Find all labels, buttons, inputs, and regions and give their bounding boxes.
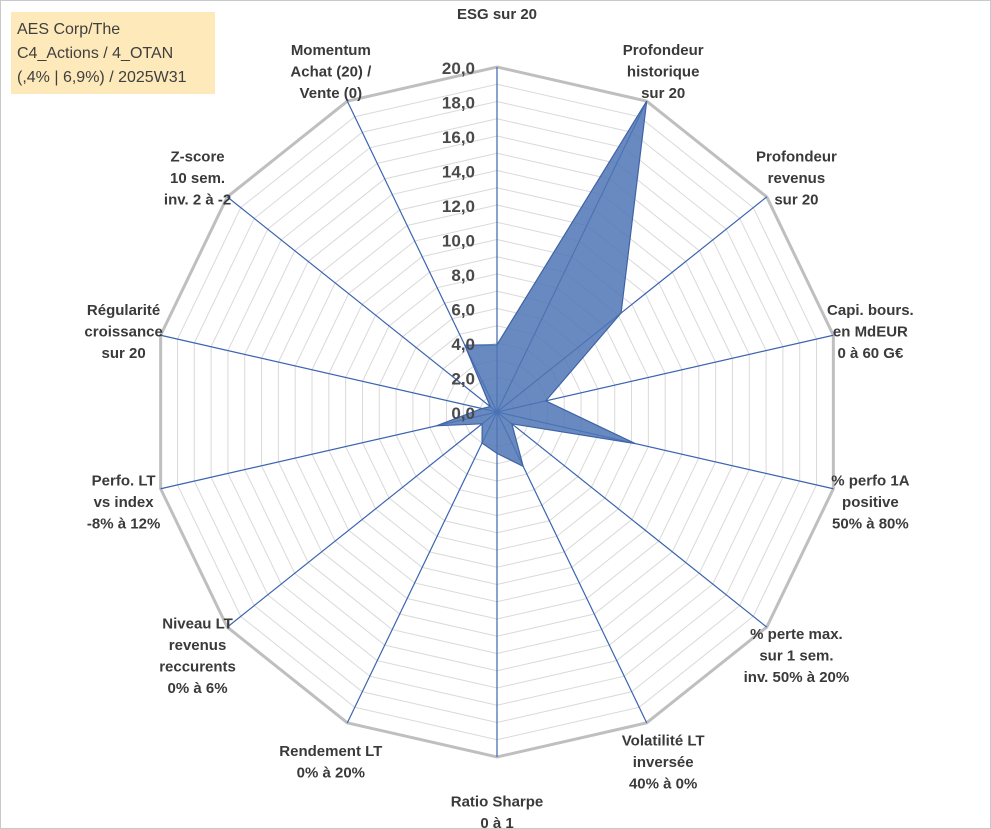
tick-label-0: 0,0 bbox=[451, 404, 475, 423]
axis-label-13: Z-score 10 sem. inv. 2 à -2 bbox=[164, 148, 231, 208]
axis-label-13-line-2: 10 sem. bbox=[170, 170, 225, 187]
tick-label-2: 4,0 bbox=[451, 335, 475, 354]
spoke-6 bbox=[496, 411, 768, 628]
axis-label-2-line-3: sur 20 bbox=[641, 85, 685, 102]
axis-label-8-line-2: 0 à 1 bbox=[480, 815, 513, 829]
axis-label-11-line-2: vs index bbox=[94, 494, 155, 511]
axis-label-13-line-3: inv. 2 à -2 bbox=[164, 191, 231, 208]
tick-label-6: 12,0 bbox=[442, 197, 475, 216]
axis-label-2: Profondeur historique sur 20 bbox=[623, 42, 704, 102]
axis-label-4-line-1: Capi. bours. bbox=[827, 302, 914, 319]
axis-label-5-line-2: positive bbox=[842, 494, 899, 511]
axis-label-5-line-3: 50% à 80% bbox=[832, 515, 909, 532]
axis-label-12: Régularité croissance sur 20 bbox=[84, 302, 162, 362]
axis-label-8-line-1: Ratio Sharpe bbox=[451, 794, 544, 811]
axis-label-6-line-3: inv. 50% à 20% bbox=[744, 669, 850, 686]
axis-label-8: Ratio Sharpe 0 à 1 bbox=[451, 794, 544, 829]
axis-label-4-line-3: 0 à 60 G€ bbox=[837, 345, 904, 362]
axis-label-11-line-3: -8% à 12% bbox=[87, 515, 160, 532]
spoke-4 bbox=[496, 334, 834, 413]
title-line-1: AES Corp/The bbox=[17, 21, 121, 38]
axis-label-1: Note ESG sur 20 bbox=[457, 0, 537, 23]
axis-label-7: Volatilité LT inversée 40% à 0% bbox=[622, 732, 705, 792]
spoke-9 bbox=[346, 411, 498, 724]
tick-label-5: 10,0 bbox=[442, 232, 475, 251]
spoke-12 bbox=[160, 334, 498, 413]
axis-label-6-line-1: % perte max. bbox=[750, 626, 843, 643]
axis-label-14: Momentum Achat (20) / Vente (0) bbox=[290, 42, 372, 102]
axis-label-5: % perfo 1A positive 50% à 80% bbox=[831, 472, 910, 532]
tick-label-9: 18,0 bbox=[442, 94, 475, 113]
series-layer bbox=[436, 100, 648, 468]
axis-label-13-line-1: Z-score bbox=[170, 148, 224, 165]
axis-label-7-line-1: Volatilité LT bbox=[622, 732, 705, 749]
axis-label-3-line-1: Profondeur bbox=[756, 148, 837, 165]
title-line-2: C4_Actions / 4_OTAN bbox=[17, 45, 174, 62]
axis-label-11: Perfo. LT vs index -8% à 12% bbox=[87, 472, 160, 532]
axis-label-6: % perte max. sur 1 sem. inv. 50% à 20% bbox=[744, 626, 850, 686]
axis-label-4-line-2: en MdEUR bbox=[833, 324, 908, 341]
axis-label-9: Rendement LT 0% à 20% bbox=[279, 743, 382, 782]
axis-label-10-line-3: reccurents bbox=[159, 658, 236, 675]
axis-label-10-line-1: Niveau LT bbox=[162, 615, 233, 632]
axis-label-9-line-1: Rendement LT bbox=[279, 743, 382, 760]
tick-label-7: 14,0 bbox=[442, 163, 475, 182]
axis-label-14-line-2: Achat (20) / bbox=[290, 64, 372, 81]
axis-label-2-line-2: historique bbox=[627, 64, 700, 81]
axis-label-10-line-4: 0% à 6% bbox=[168, 680, 228, 697]
axis-label-4: Capi. bours. en MdEUR 0 à 60 G€ bbox=[827, 302, 914, 362]
tick-label-1: 2,0 bbox=[451, 370, 475, 389]
axis-label-10: Niveau LT revenus reccurents 0% à 6% bbox=[159, 615, 236, 697]
title-line-3: (,4% | 6,9%) / 2025W31 bbox=[17, 69, 187, 86]
tick-label-10: 20,0 bbox=[442, 59, 475, 78]
axis-label-7-line-3: 40% à 0% bbox=[629, 775, 697, 792]
spoke-10 bbox=[226, 411, 498, 628]
axis-label-7-line-2: inversée bbox=[633, 754, 694, 771]
axis-label-layer: Note ESG sur 20 Profondeur historique sur 20… bbox=[84, 0, 913, 829]
axis-label-3-line-3: sur 20 bbox=[774, 191, 818, 208]
tick-layer: 0,0 2,0 4,0 6,0 8,0 10,0 12,0 14,0 16,0 18,0 20,0 bbox=[442, 59, 475, 423]
axis-label-3-line-2: revenus bbox=[768, 170, 826, 187]
axis-label-12-line-1: Régularité bbox=[87, 302, 160, 319]
axis-label-14-line-1: Momentum bbox=[291, 42, 371, 59]
chart-title-box: AES Corp/The C4_Actions / 4_OTAN (,4% | … bbox=[11, 12, 215, 94]
axis-label-12-line-3: sur 20 bbox=[102, 345, 146, 362]
tick-label-4: 8,0 bbox=[451, 266, 475, 285]
tick-label-8: 16,0 bbox=[442, 128, 475, 147]
axis-label-5-line-1: % perfo 1A bbox=[831, 472, 910, 489]
axis-label-2-line-1: Profondeur bbox=[623, 42, 704, 59]
axis-label-1-line-2: ESG sur 20 bbox=[457, 6, 537, 23]
axis-label-14-line-3: Vente (0) bbox=[300, 85, 363, 102]
axis-label-12-line-2: croissance bbox=[84, 324, 162, 341]
axis-label-11-line-1: Perfo. LT bbox=[92, 472, 156, 489]
tick-label-3: 6,0 bbox=[451, 301, 475, 320]
axis-label-3: Profondeur revenus sur 20 bbox=[756, 148, 837, 208]
axis-label-9-line-2: 0% à 20% bbox=[297, 765, 365, 782]
axis-label-1-line-1: Note bbox=[480, 0, 513, 2]
axis-label-6-line-2: sur 1 sem. bbox=[759, 648, 833, 665]
spoke-13 bbox=[226, 196, 498, 413]
axis-label-10-line-2: revenus bbox=[169, 637, 227, 654]
